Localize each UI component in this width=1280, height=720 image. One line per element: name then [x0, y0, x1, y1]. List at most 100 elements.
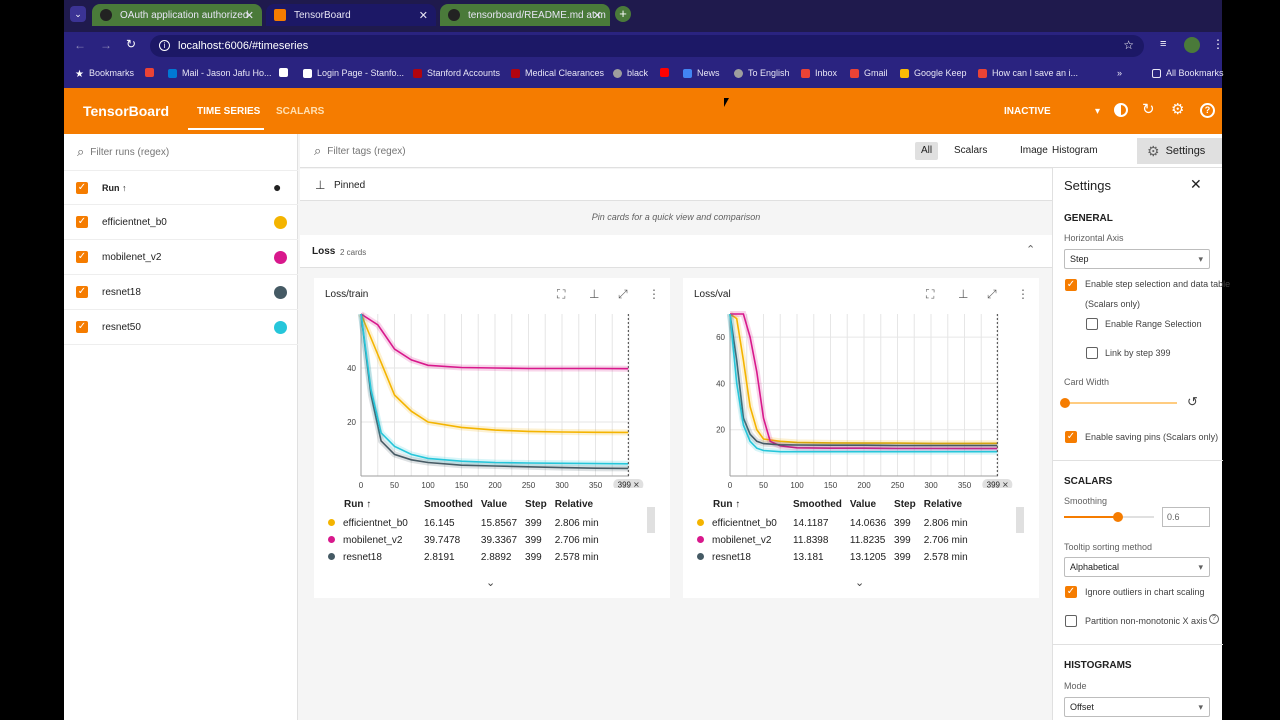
table-header-cell[interactable]: Relative — [923, 498, 963, 510]
fullscreen-icon[interactable]: ⤢ — [987, 287, 997, 301]
bookmark-item[interactable]: Medical Clearances — [511, 68, 604, 78]
media-icon[interactable]: ≡ — [1160, 38, 1167, 50]
filter-histogram[interactable]: Histogram — [1052, 145, 1098, 156]
gear-icon[interactable]: ⚙ — [1171, 101, 1185, 118]
smoothing-handle[interactable] — [1113, 512, 1123, 522]
enable-step-selection-checkbox[interactable]: ✓ — [1065, 279, 1077, 291]
chevron-down-icon[interactable]: ▾ — [1095, 106, 1101, 117]
bookmark-item[interactable] — [145, 68, 159, 77]
link-by-step-checkbox[interactable] — [1086, 347, 1098, 359]
partition-checkbox[interactable] — [1065, 615, 1077, 627]
card-width-handle[interactable] — [1060, 398, 1070, 408]
run-checkbox[interactable]: ✓ — [76, 286, 88, 298]
palette-icon[interactable]: ● — [273, 179, 282, 195]
tab-search-icon[interactable]: ⌄ — [70, 6, 86, 22]
bookmark-item[interactable] — [279, 68, 293, 77]
expand-icon[interactable]: ⌄ — [486, 577, 496, 589]
runs-filter[interactable]: ⌕ Filter runs (regex) — [77, 144, 169, 160]
bookmark-item[interactable]: Login Page - Stanfo... — [303, 68, 404, 78]
reload-icon[interactable]: ↻ — [126, 37, 137, 51]
help-icon[interactable]: ? — [1200, 103, 1215, 118]
filter-image[interactable]: Image — [1020, 145, 1048, 156]
bookmark-item[interactable]: News — [683, 68, 720, 78]
status-select[interactable]: INACTIVE — [1004, 106, 1051, 117]
filter-scalars[interactable]: Scalars — [954, 145, 988, 156]
close-icon[interactable]: ✕ — [244, 9, 254, 22]
more-icon[interactable]: ⋮ — [648, 287, 660, 301]
pin-icon[interactable]: ⊥ — [958, 287, 969, 301]
saving-pins-checkbox[interactable]: ✓ — [1065, 431, 1077, 443]
run-color-swatch[interactable] — [274, 321, 287, 334]
fit-domain-icon[interactable]: ⛶ — [557, 287, 566, 301]
fullscreen-icon[interactable]: ⤢ — [618, 287, 628, 301]
run-color-swatch[interactable] — [274, 286, 287, 299]
expand-icon[interactable]: ⌄ — [855, 577, 865, 589]
tab-oauth[interactable]: OAuth application authorized ✕ — [92, 4, 262, 26]
table-header-cell[interactable]: Value — [849, 498, 877, 510]
scrollbar[interactable] — [1016, 507, 1024, 533]
mode-select[interactable]: Offset — [1064, 697, 1210, 717]
table-header-cell[interactable]: Smoothed — [793, 498, 842, 510]
bookmark-item[interactable]: Google Keep — [900, 68, 967, 78]
tag-filter[interactable]: ⌕ Filter tags (regex) — [314, 143, 406, 159]
bookmark-item[interactable]: Inbox — [801, 68, 837, 78]
help-icon[interactable]: ? — [1209, 614, 1219, 624]
close-icon[interactable]: ✕ — [418, 9, 428, 22]
nav-time-series[interactable]: TIME SERIES — [197, 106, 261, 117]
horizontal-axis-select[interactable]: Step — [1064, 249, 1210, 269]
line-chart[interactable]: 0 50 100 150 200 250 300 350 20 40 60 399 ✕ — [683, 278, 1039, 488]
tooltip-sorting-select[interactable]: Alphabetical — [1064, 557, 1210, 577]
tab-readme[interactable]: tensorboard/README.md at m ✕ — [440, 4, 610, 26]
more-icon[interactable]: ⋮ — [1017, 287, 1029, 301]
loss-group-header[interactable]: Loss 2 cards ⌃ — [300, 235, 1052, 268]
bookmark-item[interactable]: To English — [734, 68, 790, 78]
bookmark-item[interactable]: All Bookmarks — [1152, 68, 1224, 78]
line-chart[interactable]: 0 50 100 150 200 250 300 350 20 40 399 ✕ — [314, 278, 670, 488]
run-checkbox[interactable]: ✓ — [76, 216, 88, 228]
table-header-cell[interactable]: Step — [894, 498, 916, 510]
close-icon[interactable]: ✕ — [592, 9, 602, 22]
close-icon[interactable]: ✕ — [1190, 176, 1202, 192]
run-row[interactable]: ✓ resnet18 — [64, 275, 298, 310]
run-color-swatch[interactable] — [274, 251, 287, 264]
pin-icon[interactable]: ⊥ — [589, 287, 600, 301]
table-header-cell[interactable]: Smoothed — [424, 498, 473, 510]
table-header-cell[interactable]: Relative — [554, 498, 594, 510]
bookmark-item[interactable]: How can I save an i... — [978, 68, 1078, 78]
bookmark-item[interactable]: black — [613, 68, 648, 78]
table-header-cell[interactable]: Value — [480, 498, 508, 510]
scrollbar[interactable] — [647, 507, 655, 533]
new-tab-button[interactable]: + — [615, 6, 631, 22]
star-icon[interactable]: ☆ — [1123, 38, 1134, 52]
chevron-up-icon[interactable]: ⌃ — [1026, 244, 1036, 256]
site-info-icon[interactable]: i — [159, 40, 170, 51]
theme-icon[interactable] — [1114, 103, 1128, 117]
run-row[interactable]: ✓ mobilenet_v2 — [64, 240, 298, 275]
menu-icon[interactable]: ⋮ — [1212, 37, 1224, 51]
bookmark-item[interactable]: Stanford Accounts — [413, 68, 500, 78]
forward-icon[interactable]: → — [100, 38, 112, 52]
select-all-checkbox[interactable]: ✓ — [76, 182, 88, 194]
run-color-swatch[interactable] — [274, 216, 287, 229]
reload-icon[interactable]: ↻ — [1142, 101, 1155, 118]
bookmark-item[interactable]: Gmail — [850, 68, 888, 78]
filter-all[interactable]: All — [915, 142, 939, 160]
run-column-header[interactable]: Run ↑ — [102, 183, 127, 193]
fit-domain-icon[interactable]: ⛶ — [926, 287, 935, 301]
smoothing-input[interactable]: 0.6 — [1162, 507, 1210, 527]
nav-scalars[interactable]: SCALARS — [276, 106, 325, 117]
run-row[interactable]: ✓ resnet50 — [64, 310, 298, 345]
table-header-cell[interactable]: Run ↑ — [344, 498, 372, 510]
bookmark-item[interactable]: Mail - Jason Jafu Ho... — [168, 68, 272, 78]
reset-icon[interactable]: ↺ — [1187, 394, 1198, 409]
enable-range-checkbox[interactable] — [1086, 318, 1098, 330]
address-bar[interactable]: i localhost:6006/#timeseries ☆ — [150, 35, 1144, 57]
table-header-cell[interactable]: Step — [525, 498, 547, 510]
run-checkbox[interactable]: ✓ — [76, 321, 88, 333]
avatar[interactable] — [1184, 37, 1200, 53]
tab-tensorboard[interactable]: TensorBoard ✕ — [266, 4, 436, 26]
back-icon[interactable]: ← — [74, 38, 86, 52]
run-checkbox[interactable]: ✓ — [76, 251, 88, 263]
table-header-cell[interactable]: Run ↑ — [713, 498, 741, 510]
bookmark-item[interactable]: ★ Bookmarks — [75, 68, 134, 80]
